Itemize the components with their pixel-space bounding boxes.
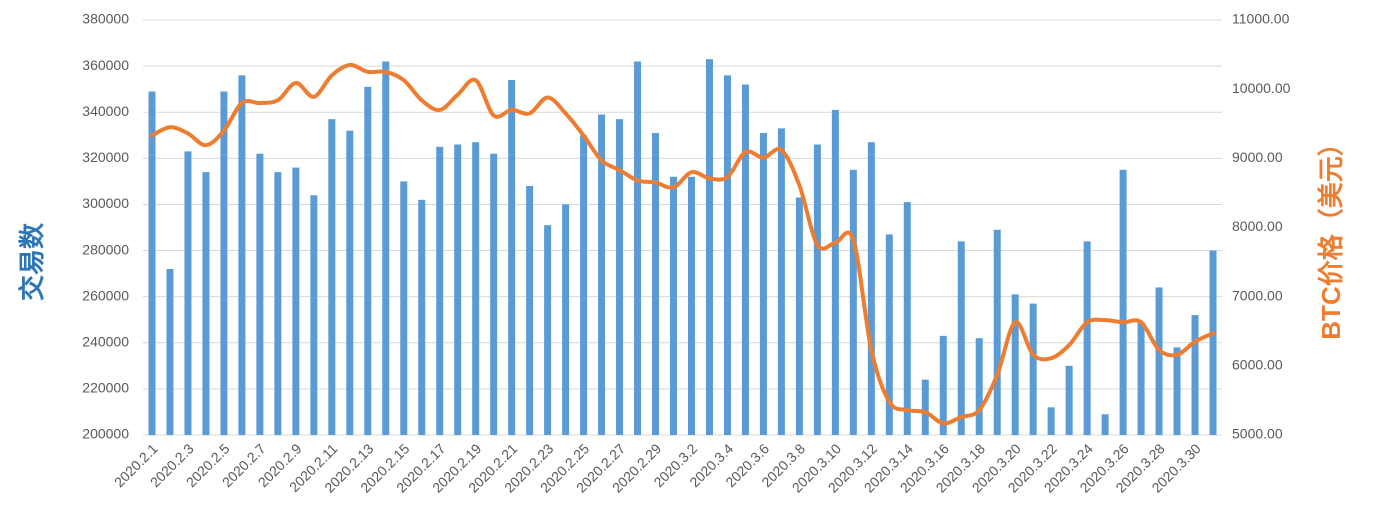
y2-tick-label: 6000.00 — [1232, 357, 1283, 373]
bar — [777, 128, 785, 435]
bar — [166, 269, 174, 435]
bar — [256, 153, 264, 435]
bar — [148, 91, 156, 435]
bar — [634, 61, 642, 435]
bar — [364, 86, 372, 435]
bar — [328, 119, 336, 435]
bar — [687, 176, 695, 435]
y-tick-label: 280000 — [82, 241, 129, 257]
bar — [849, 169, 857, 435]
bar — [1173, 347, 1181, 435]
bar — [382, 61, 390, 435]
bar — [1011, 294, 1019, 435]
y2-tick-label: 8000.00 — [1232, 218, 1283, 234]
y2-tick-label: 10000.00 — [1232, 80, 1291, 96]
bar — [957, 241, 965, 435]
bar — [813, 144, 821, 435]
bar — [1083, 241, 1091, 435]
bar — [1101, 414, 1109, 435]
bar — [670, 176, 678, 435]
y-tick-label: 380000 — [82, 11, 129, 27]
bar — [1065, 365, 1073, 435]
bar — [1209, 250, 1217, 435]
bar — [723, 75, 731, 435]
bar — [741, 84, 749, 436]
bar — [490, 153, 498, 435]
bar — [1047, 407, 1055, 435]
y-tick-label: 360000 — [82, 57, 129, 73]
bar — [939, 335, 947, 435]
bar — [1191, 315, 1199, 435]
y2-axis-title: BTC价格（美元） — [1316, 130, 1346, 339]
bar — [184, 151, 192, 435]
y-tick-label: 260000 — [82, 287, 129, 303]
bar — [454, 144, 462, 435]
bar — [759, 132, 767, 435]
bar — [831, 109, 839, 436]
bar — [1155, 287, 1163, 435]
bar — [292, 167, 300, 436]
bar — [346, 130, 354, 435]
y2-tick-label: 11000.00 — [1232, 11, 1290, 27]
bar — [400, 181, 408, 435]
y-tick-label: 320000 — [82, 149, 129, 165]
bar — [598, 114, 606, 436]
bar — [544, 225, 552, 435]
y2-tick-label: 9000.00 — [1232, 149, 1283, 165]
bar — [1137, 322, 1145, 435]
bar — [310, 195, 318, 435]
y-tick-label: 240000 — [82, 333, 129, 349]
bar — [508, 79, 516, 435]
y2-tick-label: 7000.00 — [1232, 287, 1283, 303]
bar — [1119, 169, 1127, 435]
y-tick-label: 300000 — [82, 195, 129, 211]
y2-tick-label: 5000.00 — [1232, 426, 1283, 442]
bar — [580, 135, 588, 435]
bar — [220, 91, 228, 435]
bar — [202, 172, 210, 435]
y-tick-label: 220000 — [82, 380, 129, 396]
bar — [1029, 303, 1037, 435]
bar — [705, 59, 713, 435]
bar — [274, 172, 282, 435]
bar — [616, 119, 624, 435]
bar — [238, 75, 246, 435]
bar — [885, 234, 893, 435]
bar — [993, 229, 1001, 435]
bar — [975, 338, 983, 435]
bar — [436, 146, 444, 436]
bar — [562, 204, 570, 435]
bar — [795, 197, 803, 435]
bar — [903, 202, 911, 435]
bar — [526, 186, 534, 435]
y-tick-label: 340000 — [82, 103, 129, 119]
bar — [418, 199, 426, 435]
bar — [472, 142, 480, 435]
y-axis-title: 交易数 — [17, 222, 47, 301]
y-tick-label: 200000 — [82, 426, 129, 442]
bar — [867, 142, 875, 435]
bar — [921, 379, 929, 435]
line — [149, 62, 1216, 426]
bar — [652, 132, 660, 435]
